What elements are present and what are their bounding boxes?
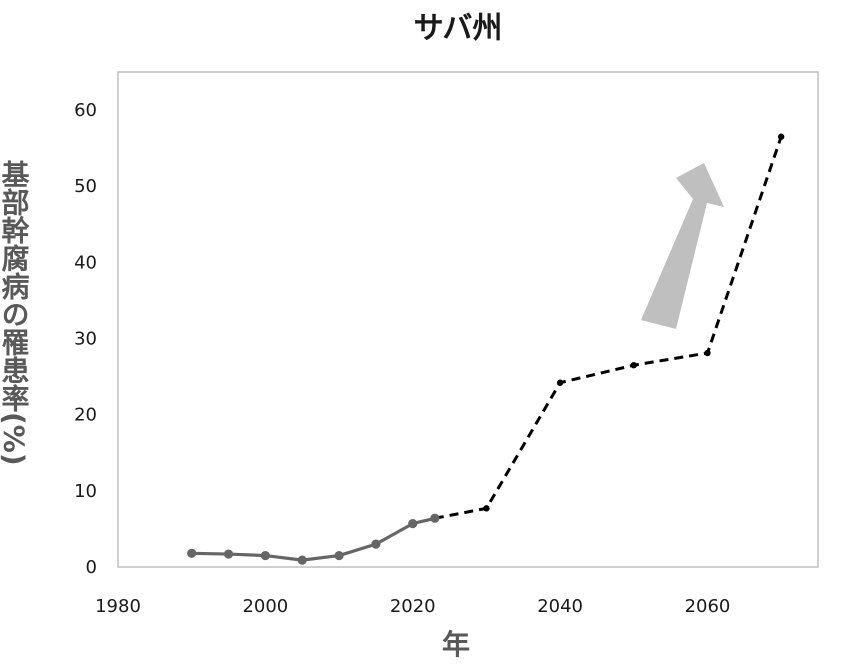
projected-data-point bbox=[777, 133, 785, 140]
observed-data-point bbox=[297, 555, 307, 565]
observed-data-point bbox=[260, 550, 270, 561]
projected-data-point bbox=[556, 379, 564, 386]
projected-series-line bbox=[434, 136, 783, 520]
chart-title: サバ州 bbox=[414, 11, 503, 46]
annotation-layer bbox=[641, 163, 724, 329]
y-tick-label: 0 bbox=[86, 557, 97, 578]
x-tick-label: 2000 bbox=[242, 596, 288, 617]
x-axis-label: 年 bbox=[442, 628, 470, 661]
projected-data-point bbox=[704, 349, 711, 357]
y-axis-label: 基部幹腐病の罹患率(%) bbox=[0, 160, 31, 466]
observed-data-point bbox=[187, 548, 197, 558]
x-tick-label: 1980 bbox=[95, 596, 141, 617]
projected-data-point bbox=[483, 505, 490, 512]
y-tick-label: 60 bbox=[74, 100, 97, 121]
x-tick-label: 2040 bbox=[537, 596, 583, 617]
series-layer bbox=[187, 133, 785, 565]
x-tick-label: 2020 bbox=[390, 596, 436, 617]
y-tick-label: 30 bbox=[74, 329, 97, 350]
observed-data-point bbox=[371, 539, 381, 549]
observed-data-point bbox=[223, 549, 234, 559]
y-tick-labels: 0 10 20 30 40 50 60 bbox=[74, 100, 97, 578]
observed-data-point bbox=[334, 550, 344, 561]
x-tick-label: 2060 bbox=[685, 596, 731, 617]
projected-data-point bbox=[630, 361, 637, 369]
trend-arrow-icon bbox=[641, 163, 724, 329]
observed-data-point bbox=[408, 518, 418, 529]
plot-frame bbox=[117, 71, 819, 568]
y-tick-label: 40 bbox=[74, 252, 97, 273]
x-tick-labels: 1980 2000 2020 2040 2060 bbox=[95, 596, 730, 617]
y-tick-label: 50 bbox=[74, 176, 97, 197]
observed-data-point bbox=[430, 513, 440, 523]
observed-series-line bbox=[191, 516, 436, 562]
y-tick-label: 20 bbox=[74, 405, 97, 426]
y-tick-label: 10 bbox=[74, 481, 97, 502]
